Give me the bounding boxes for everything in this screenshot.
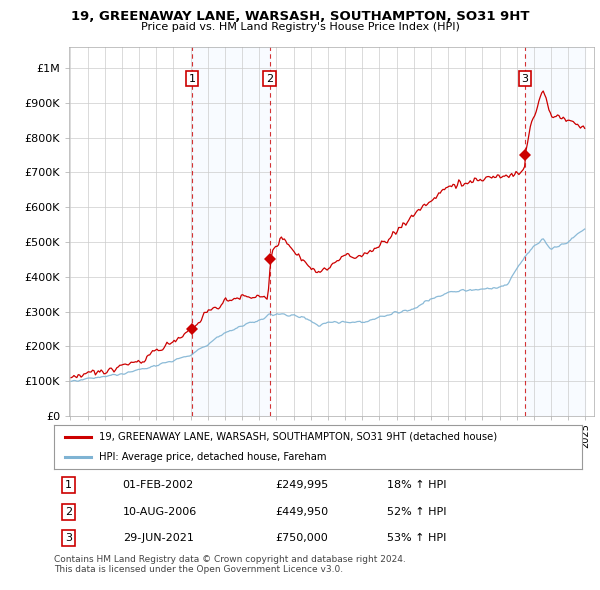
Text: 01-FEB-2002: 01-FEB-2002 bbox=[122, 480, 194, 490]
Text: 29-JUN-2021: 29-JUN-2021 bbox=[122, 533, 194, 543]
Text: £449,950: £449,950 bbox=[276, 507, 329, 517]
Text: 19, GREENAWAY LANE, WARSASH, SOUTHAMPTON, SO31 9HT (detached house): 19, GREENAWAY LANE, WARSASH, SOUTHAMPTON… bbox=[99, 432, 497, 442]
Text: 18% ↑ HPI: 18% ↑ HPI bbox=[386, 480, 446, 490]
Text: 1: 1 bbox=[188, 74, 196, 84]
Text: 10-AUG-2006: 10-AUG-2006 bbox=[122, 507, 197, 517]
Text: 19, GREENAWAY LANE, WARSASH, SOUTHAMPTON, SO31 9HT: 19, GREENAWAY LANE, WARSASH, SOUTHAMPTON… bbox=[71, 10, 529, 23]
Text: HPI: Average price, detached house, Fareham: HPI: Average price, detached house, Fare… bbox=[99, 452, 326, 462]
Bar bbox=[525, 47, 586, 416]
Text: 2: 2 bbox=[266, 74, 273, 84]
Text: £249,995: £249,995 bbox=[276, 480, 329, 490]
Text: 2: 2 bbox=[65, 507, 73, 517]
Bar bbox=[192, 47, 269, 416]
Text: 1: 1 bbox=[65, 480, 72, 490]
Text: Contains HM Land Registry data © Crown copyright and database right 2024.
This d: Contains HM Land Registry data © Crown c… bbox=[54, 555, 406, 574]
Text: 3: 3 bbox=[65, 533, 72, 543]
Text: Price paid vs. HM Land Registry's House Price Index (HPI): Price paid vs. HM Land Registry's House … bbox=[140, 22, 460, 32]
Text: 3: 3 bbox=[521, 74, 529, 84]
Text: 52% ↑ HPI: 52% ↑ HPI bbox=[386, 507, 446, 517]
Text: 53% ↑ HPI: 53% ↑ HPI bbox=[386, 533, 446, 543]
Text: £750,000: £750,000 bbox=[276, 533, 329, 543]
